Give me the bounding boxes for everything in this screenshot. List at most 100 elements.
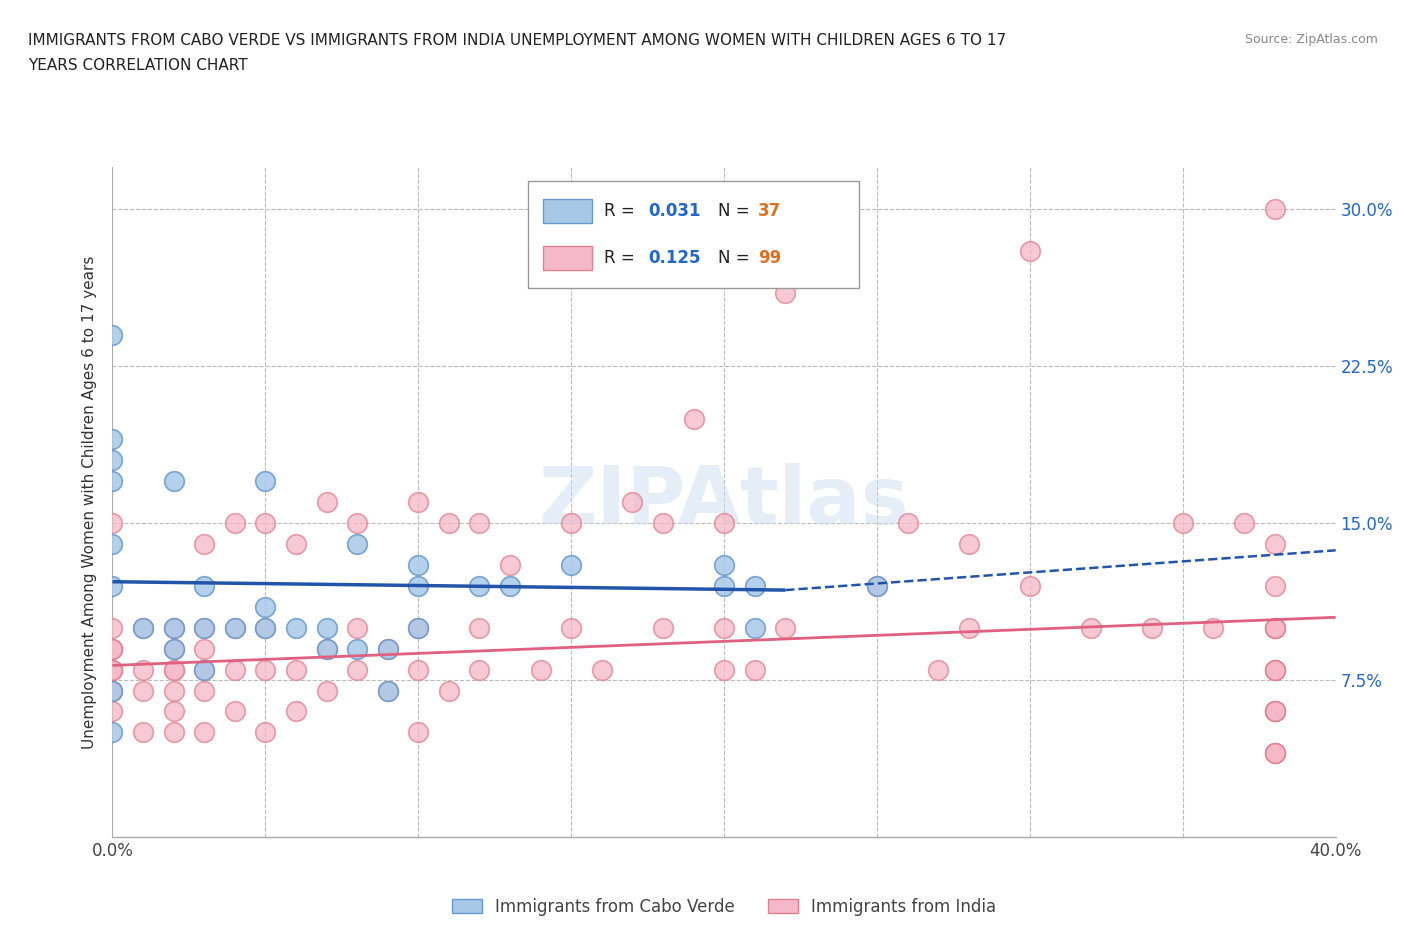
Point: [957, 620, 980, 635]
Point: [1264, 662, 1286, 677]
Point: [346, 537, 368, 551]
Point: [101, 683, 124, 698]
Point: [101, 642, 124, 657]
Point: [927, 662, 949, 677]
Point: [377, 642, 399, 657]
Point: [713, 516, 735, 531]
Point: [101, 683, 124, 698]
Text: IMMIGRANTS FROM CABO VERDE VS IMMIGRANTS FROM INDIA UNEMPLOYMENT AMONG WOMEN WIT: IMMIGRANTS FROM CABO VERDE VS IMMIGRANTS…: [28, 33, 1007, 47]
Point: [254, 620, 277, 635]
Point: [101, 578, 124, 593]
Point: [284, 620, 308, 635]
Point: [101, 662, 124, 677]
Point: [1264, 746, 1286, 761]
Point: [1264, 704, 1286, 719]
Point: [468, 662, 491, 677]
Point: [1264, 578, 1286, 593]
Point: [560, 620, 582, 635]
Point: [1264, 662, 1286, 677]
Point: [713, 620, 735, 635]
Point: [713, 578, 735, 593]
Point: [957, 537, 980, 551]
Point: [560, 558, 582, 573]
Point: [408, 495, 430, 510]
Point: [377, 642, 399, 657]
Point: [163, 683, 186, 698]
Point: [1080, 620, 1102, 635]
Point: [591, 662, 613, 677]
Point: [1264, 704, 1286, 719]
Point: [101, 642, 124, 657]
Point: [346, 662, 368, 677]
Point: [377, 683, 399, 698]
Point: [1142, 620, 1164, 635]
Point: [101, 704, 124, 719]
Bar: [543, 246, 592, 270]
Point: [254, 725, 277, 740]
Point: [163, 620, 186, 635]
Point: [346, 642, 368, 657]
Point: [101, 474, 124, 489]
Point: [408, 558, 430, 573]
Point: [163, 642, 186, 657]
Point: [775, 620, 797, 635]
Point: [101, 516, 124, 531]
Point: [1264, 662, 1286, 677]
Point: [1264, 620, 1286, 635]
Point: [315, 683, 337, 698]
Point: [468, 620, 491, 635]
Text: R =: R =: [605, 202, 640, 219]
Point: [101, 662, 124, 677]
Point: [346, 620, 368, 635]
Point: [866, 578, 889, 593]
Point: [284, 704, 308, 719]
Bar: [543, 199, 592, 223]
Point: [163, 662, 186, 677]
Point: [1264, 537, 1286, 551]
Point: [193, 662, 215, 677]
FancyBboxPatch shape: [529, 180, 859, 288]
Point: [224, 704, 246, 719]
Point: [315, 620, 337, 635]
Point: [101, 453, 124, 468]
Point: [132, 662, 155, 677]
Point: [560, 516, 582, 531]
Text: N =: N =: [718, 202, 755, 219]
Point: [101, 662, 124, 677]
Point: [1018, 244, 1040, 259]
Point: [468, 578, 491, 593]
Point: [1264, 746, 1286, 761]
Point: [224, 620, 246, 635]
Text: ZIPAtlas: ZIPAtlas: [538, 463, 910, 541]
Point: [346, 516, 368, 531]
Point: [652, 516, 675, 531]
Point: [284, 537, 308, 551]
Point: [101, 327, 124, 342]
Point: [101, 725, 124, 740]
Text: 0.031: 0.031: [648, 202, 700, 219]
Point: [132, 725, 155, 740]
Point: [284, 662, 308, 677]
Point: [1264, 746, 1286, 761]
Point: [1264, 202, 1286, 217]
Point: [621, 495, 644, 510]
Point: [1202, 620, 1225, 635]
Point: [437, 516, 460, 531]
Point: [744, 578, 766, 593]
Point: [713, 662, 735, 677]
Point: [1264, 704, 1286, 719]
Point: [163, 662, 186, 677]
Text: N =: N =: [718, 249, 755, 267]
Point: [193, 620, 215, 635]
Point: [132, 683, 155, 698]
Point: [254, 474, 277, 489]
Point: [499, 578, 522, 593]
Text: R =: R =: [605, 249, 640, 267]
Point: [652, 620, 675, 635]
Point: [163, 704, 186, 719]
Point: [897, 516, 920, 531]
Text: 37: 37: [758, 202, 782, 219]
Point: [1264, 620, 1286, 635]
Text: 99: 99: [758, 249, 782, 267]
Text: 0.125: 0.125: [648, 249, 700, 267]
